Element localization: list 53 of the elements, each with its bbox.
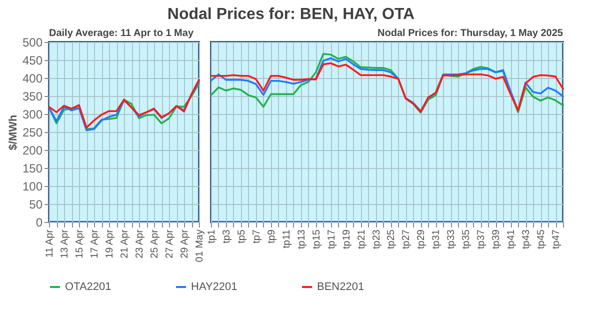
x-tick-label: tp41 [506,229,518,249]
x-tick-label: 13 Apr [60,228,70,258]
x-tick-label: tp1 [206,229,218,244]
x-tick-label: tp5 [236,229,248,244]
y-tick-label: 400 [22,72,43,86]
y-tick-label: 500 [22,36,43,50]
x-tick-label: tp21 [356,229,368,249]
y-tick-label: 300 [22,108,43,122]
x-tick-label: 11 Apr [44,228,56,258]
x-tick-label: tp23 [371,229,382,249]
y-tick-label: 350 [22,90,43,104]
x-tick-label: tp29 [416,229,428,249]
y-tick-label: 450 [22,54,43,68]
y-tick-label: 250 [22,126,43,140]
x-tick-label: tp27 [401,229,412,249]
x-tick-label: tp25 [386,229,398,249]
x-tick-label: tp15 [311,229,322,249]
legend-label: BEN2201 [317,281,364,293]
x-tick-label: tp19 [341,229,352,249]
x-tick-label: tp35 [461,229,472,249]
chart-subtitle: Daily Average: 11 Apr to 1 May [49,28,194,39]
x-tick-label: tp13 [296,229,308,249]
chart-subtitle: Nodal Prices for: Thursday, 1 May 2025 [378,28,564,39]
x-tick-label: 19 Apr [104,228,116,258]
x-tick-label: tp43 [521,229,532,249]
y-tick-label: 100 [22,180,43,194]
x-tick-label: tp11 [281,229,292,248]
chart-title: Nodal Prices for: BEN, HAY, OTA [167,6,416,23]
x-tick-label: 17 Apr [90,228,100,258]
x-tick-label: 29 Apr [180,228,190,258]
x-tick-label: tp3 [221,229,232,244]
x-tick-label: 15 Apr [74,228,86,258]
x-tick-label: tp7 [251,229,262,244]
y-axis-title: $/MWh [7,114,20,150]
y-tick-label: 50 [29,198,43,212]
x-tick-label: tp31 [431,229,442,249]
x-tick-label: tp39 [491,229,502,249]
x-tick-label: 01 May [194,230,206,262]
y-tick-label: 0 [36,216,43,230]
x-tick-label: 27 Apr [164,228,176,258]
x-tick-label: 25 Apr [150,228,160,258]
x-tick-label: tp17 [326,229,338,249]
x-tick-label: tp45 [536,229,548,249]
legend-label: OTA2201 [65,281,112,293]
x-tick-label: 23 Apr [134,228,146,258]
y-tick-label: 150 [22,162,43,176]
legend-label: HAY2201 [191,281,238,293]
x-tick-label: tp33 [446,229,458,249]
y-tick-label: 200 [22,144,43,158]
x-tick-label: tp9 [266,229,278,244]
x-tick-label: tp37 [476,229,488,249]
x-tick-label: tp47 [551,229,562,249]
x-tick-label: 21 Apr [120,228,130,258]
